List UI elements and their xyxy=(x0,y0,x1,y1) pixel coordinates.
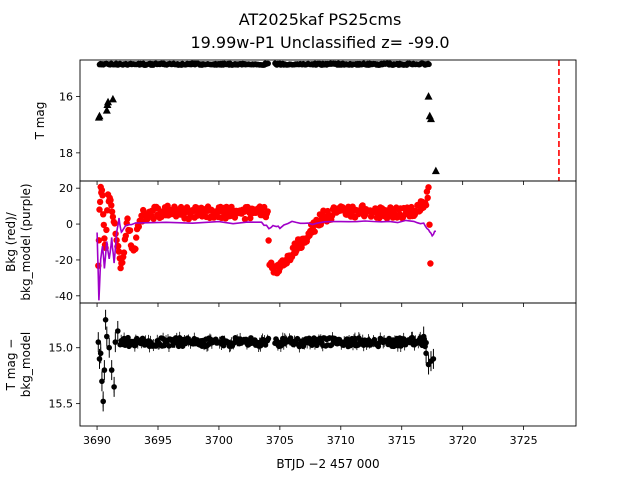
y-tick-label: 15.0 xyxy=(49,342,74,355)
bkg-point xyxy=(387,204,394,211)
magnitude-point xyxy=(262,342,269,348)
bkg-point xyxy=(183,204,191,211)
bkg-point xyxy=(126,227,134,234)
bkg-point xyxy=(422,201,430,209)
y-tick-label: 0 xyxy=(66,218,73,231)
bkg-point xyxy=(109,213,117,221)
bkg-point xyxy=(104,207,111,214)
series-group-bottom xyxy=(95,309,437,412)
x-tick-label: 3715 xyxy=(388,434,416,447)
axes-labels-layer: 16 18 T mag 20 0 -20 -40 Bkg (red)/bkg_model (p… xyxy=(4,91,538,447)
magnitude-point xyxy=(265,60,272,67)
y-tick-label: -40 xyxy=(55,290,73,303)
bkg-point xyxy=(261,203,268,211)
bkg-point xyxy=(103,226,110,234)
plot-area-bottom xyxy=(95,309,437,412)
bkg-point xyxy=(132,245,139,253)
y-axis-label-line1: T mag − xyxy=(4,339,18,392)
bkg-point xyxy=(426,221,433,228)
panel-frame-middle xyxy=(79,180,577,304)
bkg-point xyxy=(99,192,106,199)
upper-limit-marker xyxy=(426,114,435,123)
y-tick-label: 15.5 xyxy=(49,398,74,411)
bkg-point xyxy=(115,248,123,255)
upper-limit-marker xyxy=(431,166,440,175)
upper-limit-marker xyxy=(104,97,113,106)
magnitude-point xyxy=(161,342,167,349)
y-axis-label: T mag xyxy=(33,102,47,141)
x-tick-label: 3710 xyxy=(327,434,355,447)
data-layer: 588 cam1ccd3 xyxy=(94,60,560,412)
bkg-point xyxy=(265,237,272,244)
panel-frame-top xyxy=(79,59,577,182)
y-axis-label-line2: bkg_model xyxy=(19,332,33,398)
bkg-point xyxy=(100,211,107,218)
upper-limit-marker xyxy=(424,92,433,100)
bkg-point xyxy=(108,202,115,209)
panel-frame-bottom xyxy=(79,302,577,427)
upper-limit-marker xyxy=(108,94,117,103)
bkg-model-line xyxy=(96,217,437,301)
x-tick-label: 3725 xyxy=(510,434,538,447)
bkg-point xyxy=(247,214,254,222)
y-axis-label-line1: Bkg (red)/ xyxy=(4,211,18,272)
bkg-point xyxy=(120,249,128,256)
series-group-top: 588 cam1ccd3 xyxy=(94,60,560,181)
bkg-point xyxy=(241,215,249,223)
y-tick-label: -20 xyxy=(55,254,73,267)
bkg-point xyxy=(115,242,122,250)
bkg-point xyxy=(117,264,124,272)
bkg-point xyxy=(108,208,116,215)
bkg-point xyxy=(427,260,434,267)
bkg-point xyxy=(311,228,318,235)
y-axis-label-line2: bkg_model (purple) xyxy=(19,183,33,300)
chart-subtitle: 19.99w-P1 Unclassified z= -99.0 xyxy=(190,33,450,52)
bkg-point xyxy=(264,208,271,215)
upper-limit-marker xyxy=(95,111,104,120)
bkg-point xyxy=(425,184,432,191)
bkg-point xyxy=(98,186,106,194)
y-tick-label: 18 xyxy=(59,147,73,160)
plot-area-top: 588 cam1ccd3 xyxy=(94,60,560,181)
x-tick-label: 3705 xyxy=(266,434,294,447)
axes-frames-layer xyxy=(79,59,577,427)
bkg-point xyxy=(96,206,103,213)
x-axis-label: BTJD −2 457 000 xyxy=(276,457,379,471)
x-tick-label: 3690 xyxy=(83,434,111,447)
chart-title: AT2025kaf PS25cms xyxy=(238,10,402,29)
bkg-point xyxy=(122,232,129,239)
y-tick-label: 16 xyxy=(59,91,73,104)
bkg-point xyxy=(408,203,415,211)
bkg-point xyxy=(107,196,114,204)
bkg-point xyxy=(111,220,118,227)
magnitude-point xyxy=(423,339,429,346)
bkg-point xyxy=(124,215,131,222)
x-tick-label: 3695 xyxy=(144,434,172,447)
bkg-point xyxy=(135,223,142,230)
magnitude-point xyxy=(426,61,432,68)
upper-limit-marker xyxy=(102,106,111,114)
bkg-point xyxy=(100,221,108,229)
bkg-point xyxy=(133,234,140,241)
bkg-point xyxy=(231,214,239,221)
bkg-point xyxy=(424,194,431,201)
bkg-point xyxy=(96,198,104,206)
y-tick-label: 20 xyxy=(59,182,73,195)
bkg-point xyxy=(101,235,108,242)
x-tick-label: 3700 xyxy=(205,434,233,447)
bkg-point xyxy=(119,259,126,266)
plot-area-middle xyxy=(95,183,437,301)
magnitude-point xyxy=(265,335,272,342)
series-group-middle xyxy=(95,183,437,301)
x-tick-label: 3720 xyxy=(449,434,477,447)
